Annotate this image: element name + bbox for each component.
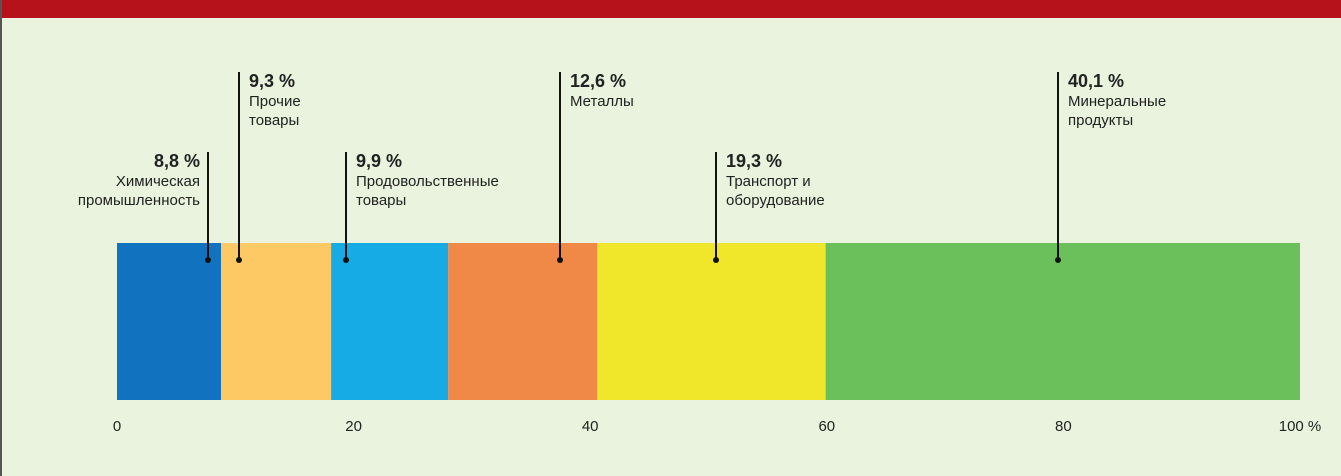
x-tick-label: 60 bbox=[818, 418, 836, 435]
leader-dot bbox=[205, 257, 211, 263]
value-label: 8,8 % bbox=[153, 151, 200, 171]
segment-label: 40,1 % Минеральные продукты bbox=[1068, 70, 1188, 130]
leader-dot bbox=[713, 257, 719, 263]
x-tick-label: 100 % bbox=[1278, 418, 1322, 435]
category-label: Минеральные продукты bbox=[1068, 93, 1167, 129]
top-bar bbox=[2, 0, 1341, 18]
leader-dot bbox=[236, 257, 242, 263]
bar-segment bbox=[331, 243, 449, 400]
value-label: 40,1 % bbox=[1068, 71, 1125, 91]
leader-dot bbox=[557, 257, 563, 263]
category-label: Транспорт и оборудование bbox=[726, 173, 825, 209]
value-label: 12,6 % bbox=[570, 71, 627, 91]
leader-dot bbox=[343, 257, 349, 263]
value-label: 19,3 % bbox=[726, 151, 783, 171]
bar-segment bbox=[448, 243, 598, 400]
segment-label: 9,3 % Прочие товары bbox=[249, 70, 339, 130]
bar-segment bbox=[117, 243, 222, 400]
x-tick-label: 80 bbox=[1055, 418, 1072, 435]
value-label: 9,3 % bbox=[249, 71, 296, 91]
segment-label: 12,6 % Металлы bbox=[570, 70, 670, 111]
value-label: 9,9 % bbox=[356, 151, 403, 171]
x-tick-label: 20 bbox=[345, 418, 362, 435]
segment-label: 9,9 % Продовольственные товары bbox=[356, 150, 536, 210]
leader-dot bbox=[1055, 257, 1061, 263]
category-label: Химическая промышленность bbox=[77, 173, 200, 209]
category-label: Продовольственные товары bbox=[356, 173, 499, 209]
segment-label: 8,8 % Химическая промышленность bbox=[60, 150, 200, 210]
bar-segment bbox=[221, 243, 332, 400]
x-tick-label: 40 bbox=[581, 418, 599, 435]
bar-segment bbox=[825, 243, 1300, 400]
x-tick-label: 0 bbox=[112, 418, 122, 435]
category-label: Прочие товары bbox=[249, 93, 301, 129]
bar-segment bbox=[597, 243, 826, 400]
segment-label: 19,3 % Транспорт и оборудование bbox=[726, 150, 876, 210]
category-label: Металлы bbox=[570, 93, 634, 110]
